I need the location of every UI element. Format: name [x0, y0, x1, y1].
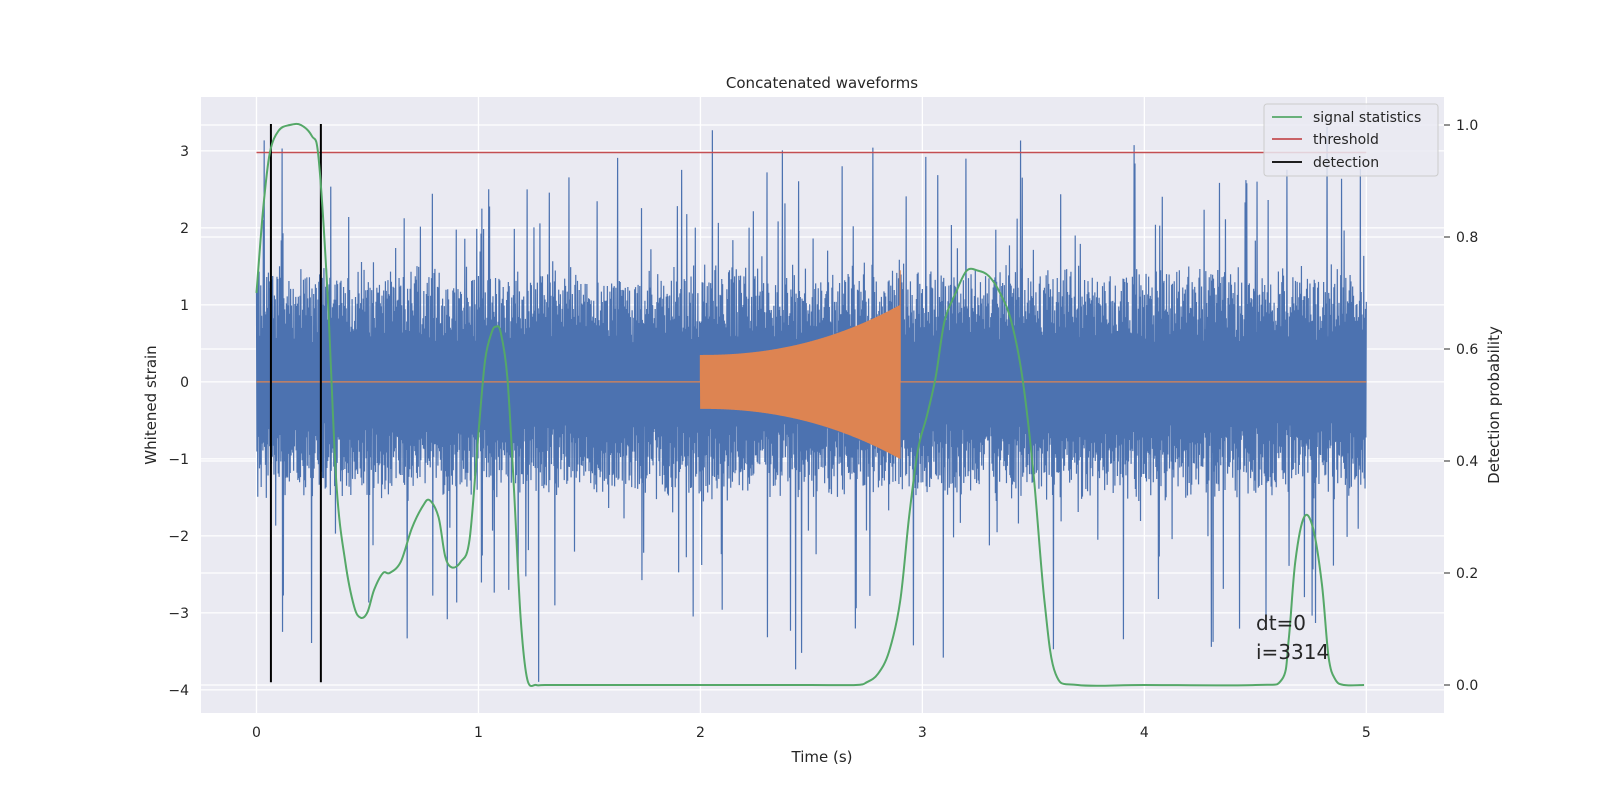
y2-tick-label: 1.0: [1456, 118, 1478, 134]
y-axis-label: Whitened strain: [142, 345, 160, 464]
y2-tick-label: 0.8: [1456, 230, 1478, 246]
annotation-dt: dt=0: [1256, 611, 1306, 635]
legend-label-signal-statistics: signal statistics: [1313, 110, 1421, 126]
annotations: dt=0 i=3314: [1256, 611, 1329, 664]
y-tick-label: −3: [168, 606, 189, 622]
y-tick-label: 0: [180, 375, 189, 391]
legend-label-threshold: threshold: [1313, 132, 1379, 148]
x-tick-label: 2: [696, 725, 705, 741]
legend: signal statistics threshold detection: [1263, 103, 1439, 177]
y-tick-label: 3: [180, 144, 189, 160]
y2-axis-label: Detection probability: [1485, 326, 1503, 484]
x-tick-label: 0: [252, 725, 261, 741]
y-tick-label: −4: [168, 683, 189, 699]
y2-tick-label: 0.4: [1456, 454, 1478, 470]
y-tick-label: 2: [180, 221, 189, 237]
x-tick-label: 5: [1362, 725, 1371, 741]
y2-tick-label: 0.0: [1456, 678, 1478, 694]
y2-tick-label: 0.6: [1456, 342, 1478, 358]
legend-label-detection: detection: [1313, 155, 1379, 171]
x-tick-label: 3: [918, 725, 927, 741]
x-tick-label: 4: [1140, 725, 1149, 741]
x-axis-label: Time (s): [791, 748, 853, 766]
y2-tick-label: 0.2: [1456, 566, 1478, 582]
strain-noise-line: [255, 126, 1367, 682]
y-tick-label: −2: [168, 529, 189, 545]
annotation-index: i=3314: [1256, 640, 1329, 664]
plot-area: [255, 122, 1367, 688]
injection-chirp-line: [256, 270, 1367, 459]
x-tick-label: 1: [474, 725, 483, 741]
y-tick-label: −1: [168, 452, 189, 468]
y-tick-label: 1: [180, 298, 189, 314]
legend-box: [1263, 103, 1439, 177]
signal-statistics-line: [255, 122, 1365, 688]
ticks: 0 1 2 3 4 5 −4 −3 −2 −1 0 1 2 3 0.0 0.2 0.4 0.6 0.8 1.0: [168, 118, 1478, 741]
chart-title: Concatenated waveforms: [726, 74, 918, 92]
